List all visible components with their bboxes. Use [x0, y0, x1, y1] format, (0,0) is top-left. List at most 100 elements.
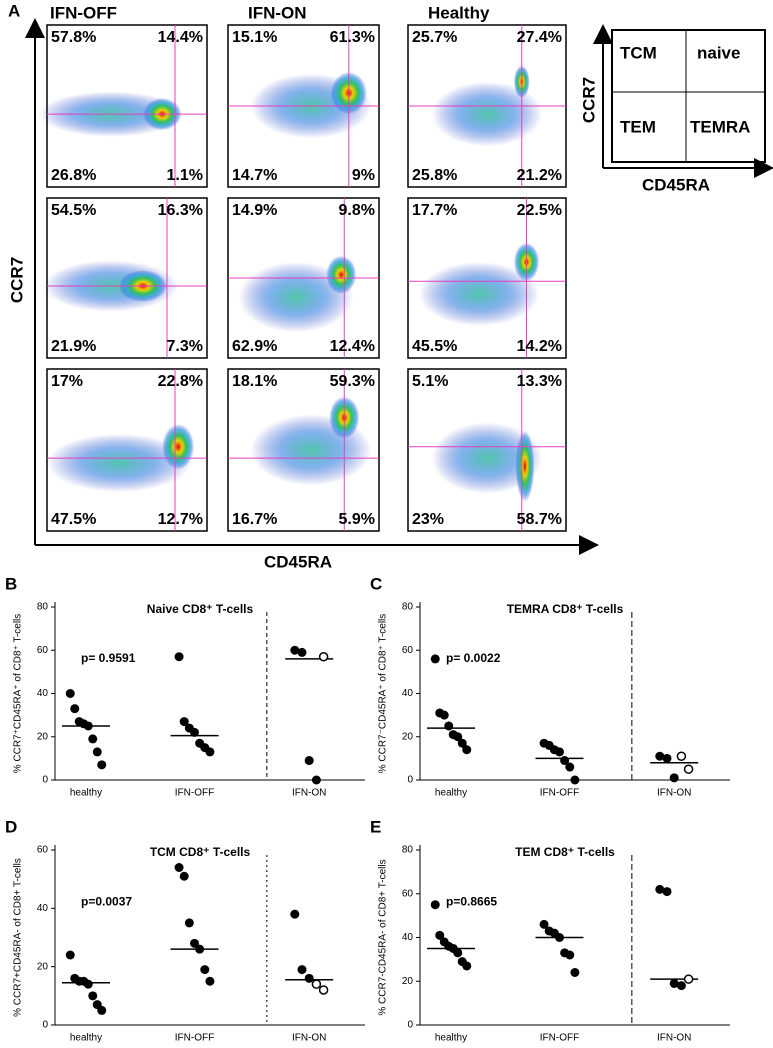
y-tick-label: 40: [402, 932, 414, 943]
y-tick-label: 20: [37, 731, 49, 742]
y-tick-label: 0: [42, 775, 48, 786]
x-tick-label: healthy: [70, 1033, 102, 1044]
data-point: [297, 965, 307, 975]
data-point: [97, 760, 107, 770]
legend-cell: TEM: [620, 117, 656, 136]
quadrant-percent: 12.7%: [158, 511, 203, 528]
density-spread: [419, 262, 540, 326]
quadrant-percent: 58.7%: [517, 511, 562, 528]
y-tick-label: 0: [42, 1020, 48, 1031]
data-point: [190, 938, 199, 948]
y-tick-label: 40: [37, 688, 49, 699]
data-point: [311, 775, 321, 785]
data-point: [88, 991, 98, 1001]
data-point: [304, 756, 314, 766]
open-data-point: [676, 751, 687, 761]
legend-box: [611, 29, 766, 163]
open-data-point: [683, 764, 694, 774]
y-tick-label: 0: [407, 775, 413, 786]
data-point: [570, 968, 580, 977]
data-point: [83, 721, 93, 731]
data-point: [555, 933, 564, 942]
quadrant-percent: 14.2%: [517, 338, 562, 355]
x-tick-label: IFN-ON: [657, 1033, 691, 1044]
data-point: [655, 751, 665, 761]
y-tick-label: 40: [402, 688, 414, 699]
density-spread: [431, 81, 543, 147]
panel-label: D: [5, 817, 17, 836]
quadrant-percent: 17.7%: [412, 202, 457, 219]
data-point: [70, 704, 80, 714]
chart-title: TCM CD8⁺ T-cells: [150, 845, 251, 859]
data-point: [669, 773, 679, 783]
chart-title: Naive CD8⁺ T-cells: [147, 602, 254, 616]
data-point: [65, 950, 75, 960]
quadrant-percent: 45.5%: [412, 338, 457, 355]
y-tick-label: 60: [402, 645, 414, 656]
y-tick-label: 20: [37, 961, 49, 972]
data-point: [662, 887, 672, 897]
data-point: [453, 948, 463, 958]
flow-plots: IFN-OFF IFN-ON Healthy 57.8% 14.4% 26.8% 1.1% 1…: [39, 3, 567, 532]
strip-charts: B Naive CD8⁺ T-cells % CCR7⁺CD45RA⁺ of CD8…: [5, 574, 730, 1044]
quadrant-percent: 62.9%: [232, 338, 277, 355]
annotation: p=0.8665: [446, 895, 497, 909]
y-tick-label: 20: [402, 976, 414, 987]
quadrant-percent: 22.5%: [517, 202, 562, 219]
quadrant-percent: 27.4%: [517, 29, 562, 46]
data-point: [462, 961, 472, 971]
quadrant-percent: 13.3%: [517, 373, 562, 390]
y-axis-label: % CCR7⁻CD45RA⁺ of CD8⁺ T-cells: [378, 614, 389, 774]
quadrant-percent: 57.8%: [51, 29, 96, 46]
quadrant-percent: 15.1%: [232, 29, 277, 46]
y-tick-label: 80: [37, 602, 49, 613]
y-tick-label: 60: [37, 645, 49, 656]
y-tick-label: 60: [402, 888, 414, 899]
quadrant-percent: 22.8%: [158, 373, 203, 390]
x-tick-label: healthy: [70, 788, 102, 799]
density-core: [326, 255, 357, 294]
data-point: [457, 738, 467, 748]
data-point: [430, 900, 440, 910]
column-label: Healthy: [428, 3, 490, 22]
x-tick-label: healthy: [435, 788, 467, 799]
panel-label: B: [5, 574, 17, 593]
quadrant-percent: 61.3%: [330, 29, 375, 46]
quadrant-percent: 54.5%: [51, 202, 96, 219]
y-tick-label: 20: [402, 731, 414, 742]
quadrant-percent: 5.1%: [412, 373, 448, 390]
quadrant-percent: 16.7%: [232, 511, 277, 528]
x-axis-label: CD45RA: [264, 552, 332, 571]
data-point: [662, 753, 672, 763]
data-point: [195, 944, 205, 954]
quadrant-percent: 9.8%: [339, 202, 375, 219]
x-tick-label: IFN-OFF: [175, 1033, 214, 1044]
open-data-point: [311, 979, 322, 989]
quadrant-percent: 18.1%: [232, 373, 277, 390]
data-point: [655, 884, 665, 894]
x-tick-label: IFN-OFF: [540, 788, 579, 799]
quadrant-percent: 14.4%: [158, 29, 203, 46]
column-label: IFN-OFF: [50, 3, 117, 22]
data-point: [65, 689, 75, 698]
chart-title: TEMRA CD8⁺ T-cells: [507, 602, 624, 616]
quadrant-percent: 25.8%: [412, 167, 457, 184]
data-point: [290, 645, 300, 655]
data-point: [200, 965, 210, 975]
data-point: [565, 950, 575, 960]
data-point: [97, 1005, 107, 1015]
data-point: [179, 717, 189, 727]
annotation: p=0.0037: [81, 895, 132, 909]
y-axis-label: % CCR7+CD45RA- of CD8+ T-cells: [13, 858, 24, 1017]
density-spread: [431, 422, 543, 494]
data-point: [174, 863, 184, 872]
y-tick-label: 40: [37, 903, 49, 914]
quadrant-percent: 23%: [412, 511, 444, 528]
y-axis-label: % CCR7-CD45RA- of CD8+ T-cells: [378, 859, 389, 1015]
chart-title: TEM CD8⁺ T-cells: [515, 845, 615, 859]
data-point: [297, 647, 307, 657]
quadrant-percent: 47.5%: [51, 511, 96, 528]
quadrant-percent: 59.3%: [330, 373, 375, 390]
data-point: [88, 734, 98, 744]
